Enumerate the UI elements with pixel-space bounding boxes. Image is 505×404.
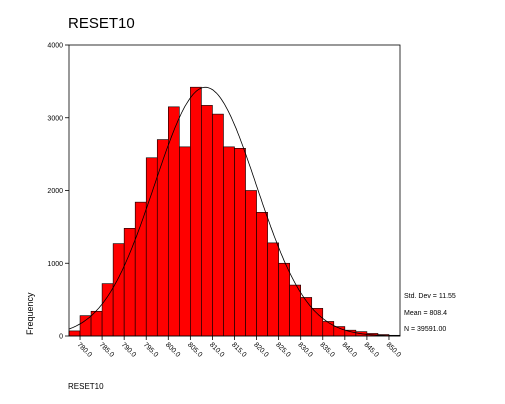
x-tick-label: 795.0: [142, 341, 159, 358]
histogram-bar: [300, 297, 313, 337]
histogram-bar: [101, 283, 114, 337]
n-label: N = 39591.00: [404, 326, 446, 333]
histogram-bar: [289, 284, 301, 337]
x-tick-label: 780.0: [76, 341, 93, 358]
histogram-bar: [212, 113, 224, 337]
histogram-bar: [201, 105, 213, 337]
y-axis: 0 1000 2000 3000 4000: [47, 43, 69, 341]
histogram-bar: [179, 146, 191, 337]
histogram-bar: [112, 243, 125, 337]
y-tick-label: 0: [59, 334, 63, 341]
histogram-bar: [145, 157, 158, 337]
y-axis-title: Frequency: [25, 292, 35, 335]
histogram-bar: [234, 148, 246, 337]
x-tick-label: 835.0: [318, 341, 335, 358]
y-tick-label: 3000: [47, 115, 63, 122]
x-tick-label: 850.0: [385, 341, 402, 358]
std-dev-label: Std. Dev = 11.55: [404, 293, 456, 300]
histogram-bar: [267, 242, 279, 337]
x-tick-label: 805.0: [186, 341, 203, 358]
histogram-bar: [190, 86, 202, 337]
y-tick-label: 2000: [47, 188, 63, 195]
chart-title: RESET10: [68, 15, 135, 32]
x-tick-label: 840.0: [340, 341, 357, 358]
x-axis-title: RESET10: [68, 382, 104, 391]
y-tick-label: 1000: [47, 261, 63, 268]
bars-group: [68, 86, 401, 337]
x-tick-label: 790.0: [120, 341, 137, 358]
x-tick-label: 830.0: [296, 341, 313, 358]
x-axis: 780.0 785.0 790.0 795.0 800.0 805.0 810.0 815.0…: [76, 336, 402, 359]
x-tick-label: 820.0: [252, 341, 269, 358]
x-tick-label: 815.0: [230, 341, 247, 358]
histogram-bar: [322, 321, 335, 337]
histogram-bar: [156, 139, 169, 337]
x-tick-label: 845.0: [362, 341, 379, 358]
histogram-bar: [90, 310, 103, 337]
histogram-bar: [245, 190, 257, 337]
histogram-bar: [68, 330, 81, 337]
histogram-bar: [256, 212, 268, 337]
y-tick-label: 4000: [47, 43, 63, 50]
x-tick-label: 825.0: [274, 341, 291, 358]
histogram-bar: [223, 146, 235, 337]
histogram-bar: [311, 308, 324, 337]
mean-label: Mean = 808.4: [404, 310, 447, 317]
x-tick-label: 785.0: [98, 341, 115, 358]
x-tick-label: 810.0: [208, 341, 225, 358]
histogram-bar: [278, 262, 290, 337]
x-tick-label: 800.0: [164, 341, 181, 358]
histogram-bar: [79, 315, 92, 337]
histogram-bar: [134, 201, 147, 337]
normal-curve: [68, 86, 400, 337]
